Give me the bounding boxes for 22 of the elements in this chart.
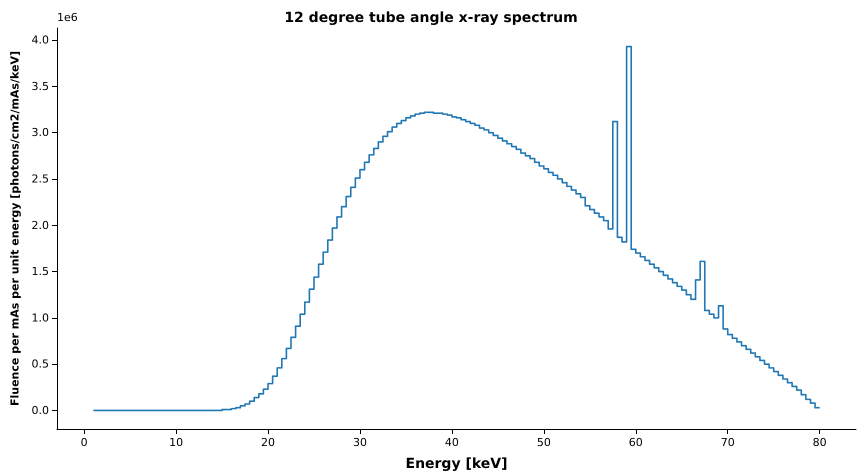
y-tick-label: 1.5 bbox=[32, 265, 49, 278]
x-tick-label: 0 bbox=[80, 436, 88, 449]
y-tick-label: 3.5 bbox=[32, 80, 49, 93]
text: 1e6 bbox=[57, 11, 78, 24]
y-tick-label: 1.0 bbox=[32, 311, 49, 324]
y-tick-label: 3.0 bbox=[32, 126, 49, 140]
y-tick-label: 2.0 bbox=[32, 218, 49, 232]
y-axis-title: Fluence per mAs per unit energy [photons/cm2/mAs/keV] bbox=[8, 50, 22, 406]
y-tick-label: 2.5 bbox=[32, 172, 49, 186]
x-tick-label: 60 bbox=[628, 436, 643, 449]
x-tick-label: 20 bbox=[261, 436, 276, 449]
x-axis-title: Energy [keV] bbox=[405, 456, 508, 472]
x-tick-label: 70 bbox=[720, 436, 735, 449]
y-tick-label: 4.0 bbox=[32, 34, 49, 47]
x-tick-label: 40 bbox=[444, 436, 459, 449]
x-tick-label: 50 bbox=[536, 436, 551, 449]
chart-title: 12 degree tube angle x-ray spectrum bbox=[284, 10, 578, 26]
x-tick-label: 80 bbox=[812, 436, 827, 449]
y-tick-label: 0.0 bbox=[32, 404, 49, 417]
x-tick-label: 30 bbox=[352, 436, 367, 449]
x-tick-label: 10 bbox=[169, 436, 184, 449]
y-tick-label: 0.5 bbox=[32, 358, 49, 371]
